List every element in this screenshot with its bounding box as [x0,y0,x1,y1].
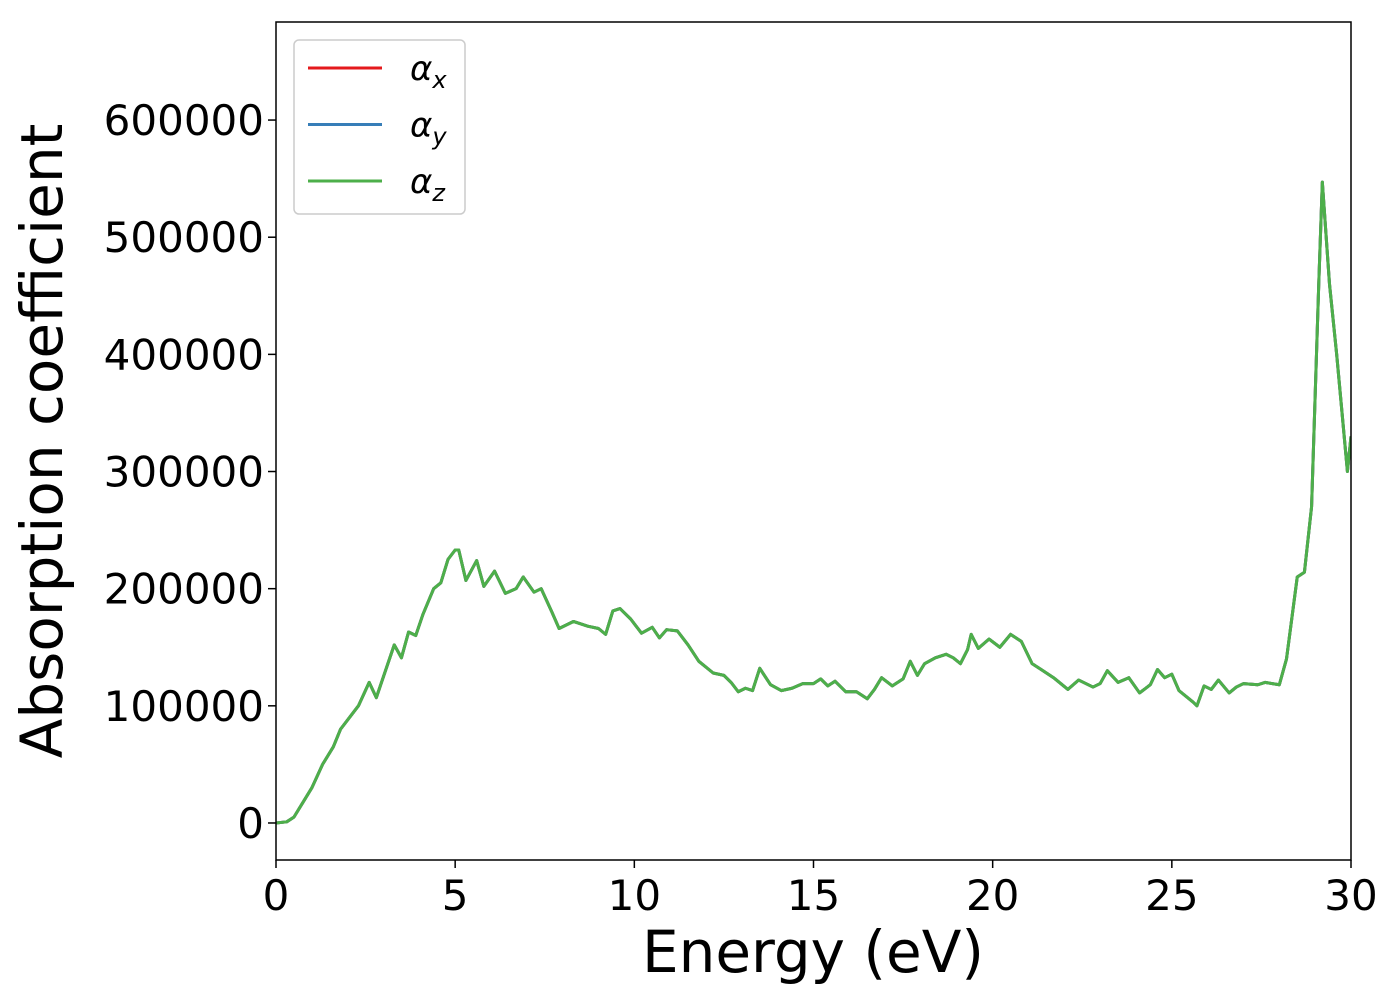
data-line [276,180,1351,825]
data-line [276,180,1351,825]
legend-label: αy [410,106,447,151]
x-axis-label: Energy (eV) [642,918,984,986]
y-axis-label: Absorption coefficient [8,124,76,759]
legend-label: αx [410,49,447,94]
x-tick-label: 15 [787,871,840,920]
x-tick-label: 10 [608,871,661,920]
x-tick-label: 20 [966,871,1019,920]
y-tick-label: 300000 [104,448,264,497]
y-tick-label: 0 [237,799,264,848]
x-tick-label: 0 [263,871,290,920]
y-tick-label: 200000 [104,565,264,614]
data-line [276,180,1351,825]
y-tick-label: 400000 [104,330,264,379]
y-tick-label: 500000 [104,213,264,262]
x-tick-label: 25 [1145,871,1198,920]
legend-label: αz [410,162,446,207]
plot-frame [275,21,1352,861]
legend-box [293,39,466,215]
x-tick-label: 30 [1324,871,1377,920]
y-tick-label: 600000 [104,96,264,145]
x-tick-label: 5 [442,871,469,920]
y-tick-label: 100000 [104,682,264,731]
